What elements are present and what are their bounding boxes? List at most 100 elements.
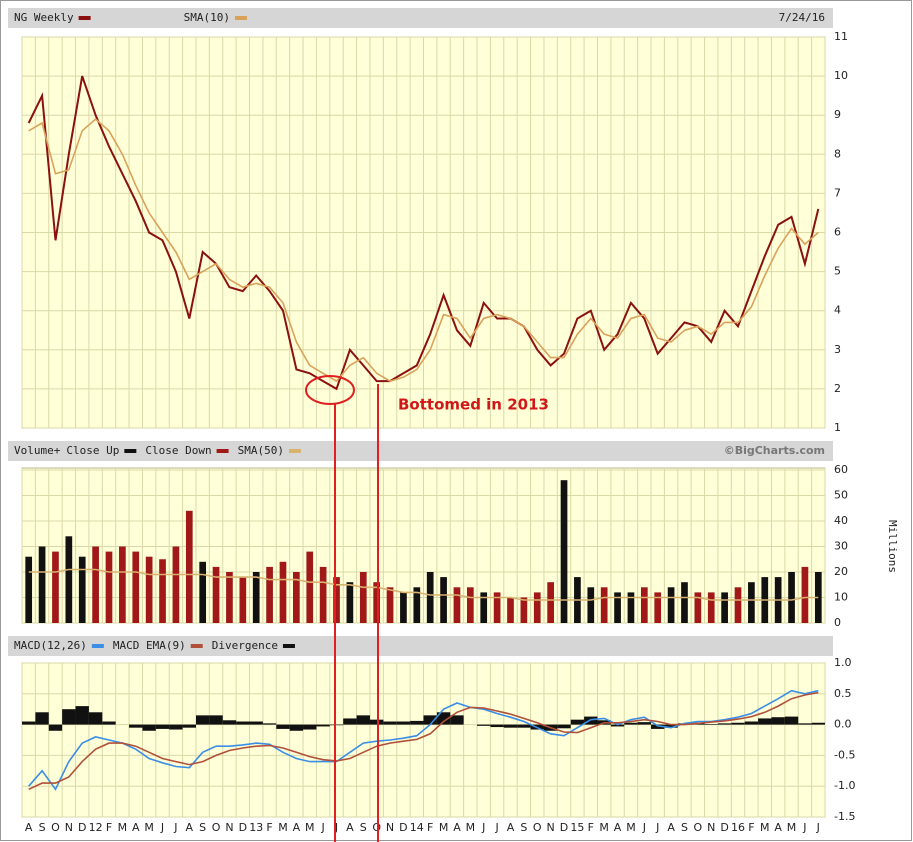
legend-label: Divergence <box>212 639 278 652</box>
x-tick-label: A <box>667 821 675 834</box>
bar <box>333 577 340 623</box>
bar <box>276 724 290 729</box>
bar <box>129 724 143 728</box>
legend-swatch <box>216 449 229 453</box>
series-line <box>28 691 819 791</box>
bar <box>38 546 46 623</box>
y-tick-label: 60 <box>834 463 848 476</box>
bar <box>346 582 354 623</box>
y-tick-label: 1.0 <box>834 656 852 669</box>
y-tick-label: -0.5 <box>834 748 855 761</box>
y-tick-label: 20 <box>834 565 848 578</box>
x-tick-label: D <box>560 821 568 834</box>
x-tick-label: O <box>212 821 221 834</box>
x-tick-label: S <box>520 821 527 834</box>
x-tick-label: F <box>748 821 754 834</box>
legend-swatch <box>282 644 295 648</box>
y-tick-label: 0.5 <box>834 687 852 700</box>
bar <box>520 597 528 623</box>
series-line <box>27 75 820 391</box>
legend-swatch <box>190 644 203 648</box>
x-tick-label: N <box>547 821 555 834</box>
bar <box>771 717 785 725</box>
x-tick-label: D <box>239 821 247 834</box>
bar <box>490 724 504 728</box>
bar <box>92 546 99 623</box>
x-tick-label: A <box>774 821 782 834</box>
bar <box>748 582 755 623</box>
bar <box>814 572 822 623</box>
bar <box>226 572 233 623</box>
bar <box>88 712 103 725</box>
bar <box>262 723 277 725</box>
bar <box>547 582 554 623</box>
y-tick-label: 10 <box>834 69 848 82</box>
bar <box>249 721 263 725</box>
x-tick-label: A <box>25 821 33 834</box>
bar <box>293 572 300 623</box>
bar <box>466 587 474 623</box>
x-tick-label: N <box>65 821 73 834</box>
y-tick-label: 4 <box>834 304 841 317</box>
bar <box>329 724 344 726</box>
bar <box>159 559 166 623</box>
x-tick-label: M <box>439 821 449 834</box>
x-tick-label: A <box>293 821 301 834</box>
y-tick-label: -1.5 <box>834 810 855 823</box>
bar <box>289 724 304 731</box>
bar <box>610 724 625 727</box>
x-tick-label: M <box>305 821 315 834</box>
bar <box>557 724 571 729</box>
bar <box>182 724 196 728</box>
bar <box>62 709 76 725</box>
bar <box>343 718 357 725</box>
bar <box>798 723 812 725</box>
x-tick-label: M <box>144 821 154 834</box>
bar <box>396 721 411 725</box>
x-tick-label: O <box>372 821 381 834</box>
bar <box>359 572 367 623</box>
x-tick-label: F <box>588 821 594 834</box>
y-tick-label: 9 <box>834 108 841 121</box>
x-tick-label: O <box>51 821 60 834</box>
bar <box>279 561 287 623</box>
legend-swatch <box>288 449 301 453</box>
bar <box>614 592 621 623</box>
bar <box>239 577 247 623</box>
y-axis-label: Millions <box>886 520 899 573</box>
bar <box>654 592 662 623</box>
legend-label: MACD(12,26) <box>14 639 87 652</box>
bar <box>306 551 314 623</box>
bar <box>734 587 742 623</box>
x-tick-label: J <box>642 821 646 834</box>
bar <box>369 719 384 725</box>
bar <box>105 551 113 623</box>
x-tick-label: N <box>707 821 715 834</box>
x-tick-label: F <box>106 821 112 834</box>
x-tick-label: S <box>681 821 688 834</box>
x-tick-label: S <box>199 821 206 834</box>
bar <box>132 551 140 623</box>
bar <box>624 722 638 725</box>
bar <box>266 566 273 623</box>
x-tick-label: A <box>132 821 140 834</box>
x-tick-label: M <box>118 821 128 834</box>
bar <box>480 592 488 623</box>
x-tick-label: A <box>346 821 354 834</box>
series-line <box>28 568 819 601</box>
bar <box>788 572 795 623</box>
bar <box>758 718 772 725</box>
bar <box>731 722 745 725</box>
bar <box>681 582 688 623</box>
x-tick-label: D <box>78 821 86 834</box>
y-tick-label: 5 <box>834 265 841 278</box>
y-tick-label: 50 <box>834 489 848 502</box>
bar <box>65 536 73 623</box>
x-tick-label: A <box>507 821 515 834</box>
bar <box>423 715 437 725</box>
bar <box>507 597 514 623</box>
bar <box>570 719 585 725</box>
y-tick-label: -1.0 <box>834 779 855 792</box>
y-tick-label: 30 <box>834 540 848 553</box>
